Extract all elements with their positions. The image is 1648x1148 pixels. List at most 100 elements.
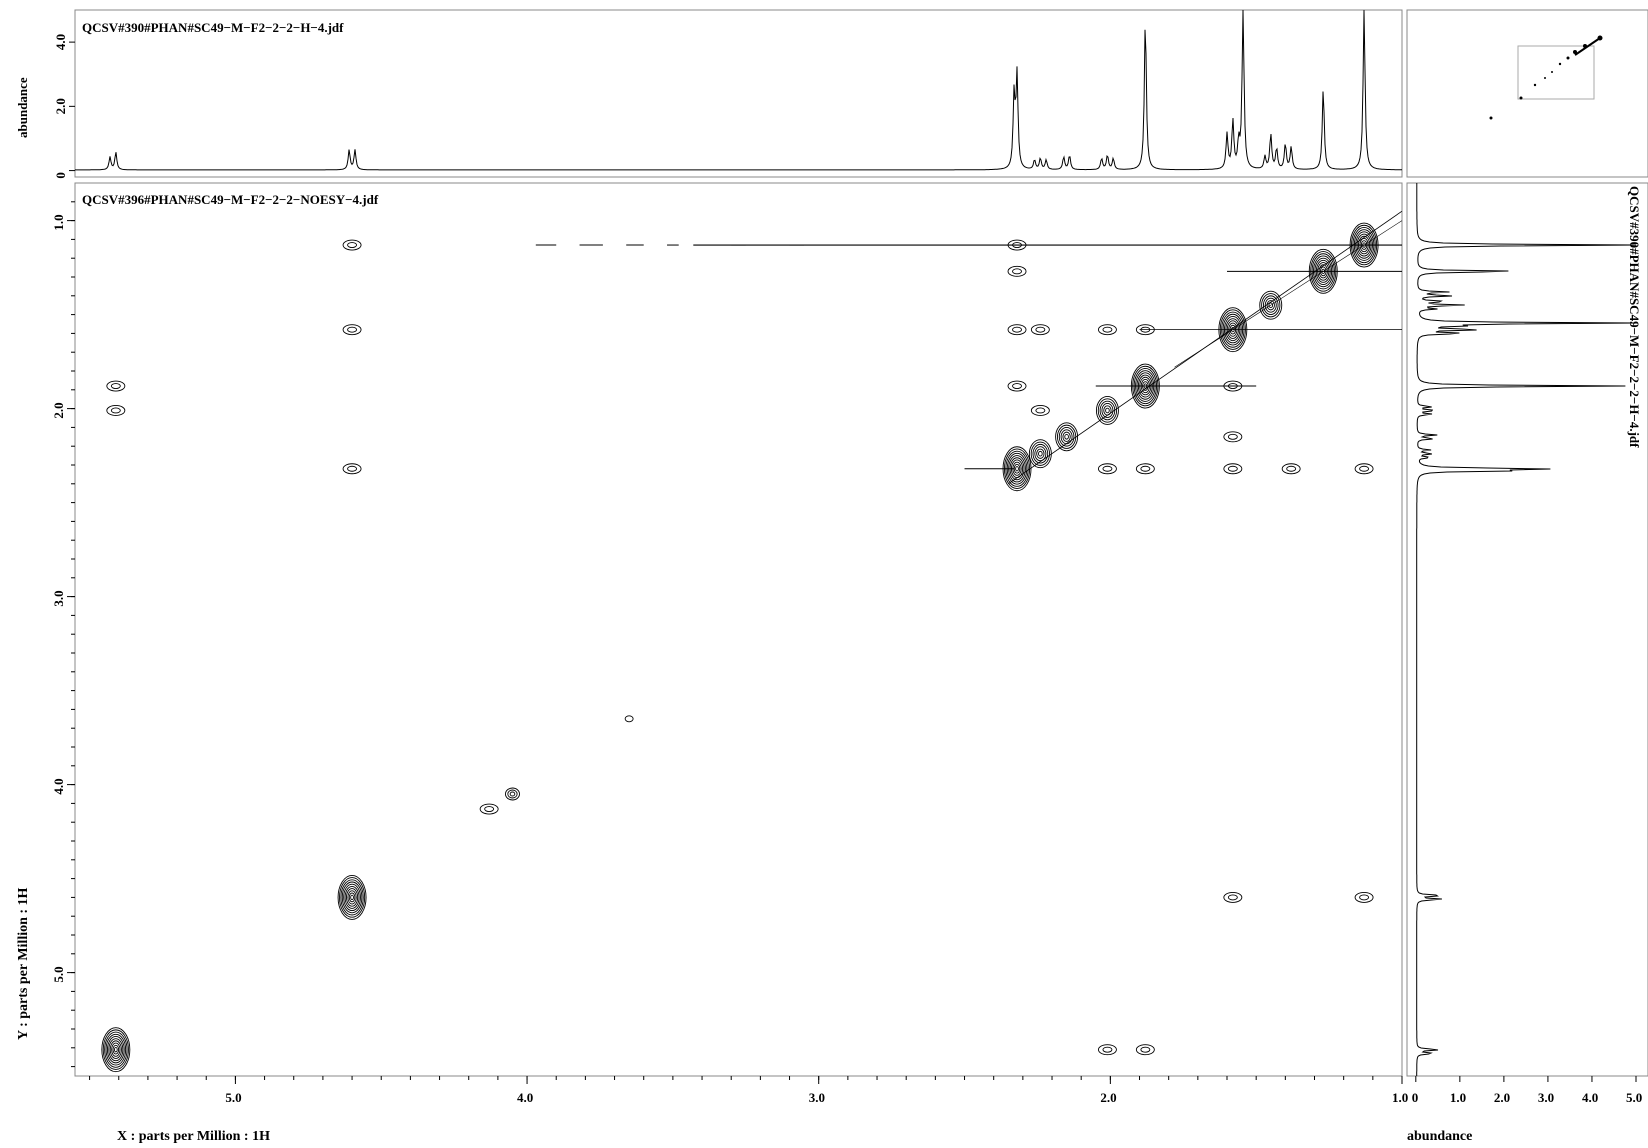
diagonal-peak	[1034, 446, 1047, 462]
x-axis-ticks: 5.0 4.0 3.0 2.0 1.0	[89, 1076, 1408, 1105]
cross-peak	[1012, 383, 1022, 389]
cross-peak	[1354, 463, 1374, 475]
diagonal-peak	[1101, 403, 1114, 418]
y-axis-ticks: 1.0 2.0 3.0 4.0 5.0	[51, 201, 75, 1068]
cross-peak	[1354, 891, 1374, 903]
cross-peak	[106, 380, 126, 392]
right-xtick-label: 1.0	[1450, 1090, 1466, 1105]
diagonal-peak	[1056, 424, 1077, 449]
overview-peak	[1533, 83, 1537, 87]
right-xtick-label: 4.0	[1582, 1090, 1598, 1105]
overview-peak	[1519, 96, 1523, 100]
diagonal-peak	[344, 885, 360, 909]
diagonal-peak	[624, 715, 634, 723]
ytick-label: 5.0	[51, 966, 66, 982]
cross-peak	[1140, 465, 1151, 472]
cross-peak	[347, 242, 358, 248]
cross-peak	[1012, 326, 1022, 333]
cross-peak	[1102, 1046, 1113, 1053]
cross-peak	[484, 806, 495, 812]
diagonal-peak	[341, 881, 363, 914]
cross-peak	[110, 407, 121, 414]
top-ytick-label: 4.0	[53, 34, 68, 50]
cross-peak	[347, 465, 358, 472]
cross-peak	[1227, 894, 1238, 901]
overview-peak	[1551, 71, 1553, 73]
cross-peak	[1359, 894, 1370, 901]
ytick-label: 3.0	[51, 590, 66, 606]
top-projection-spectrum	[75, 9, 1402, 171]
diagonal-peak	[507, 789, 518, 799]
diagonal-peak	[1055, 422, 1079, 452]
cross-peak	[1227, 433, 1238, 440]
right-projection-xlabel: abundance	[1407, 1129, 1472, 1144]
right-projection-spectrum	[1416, 183, 1637, 1076]
ytick-label: 2.0	[51, 402, 66, 418]
diagonal-peak	[1058, 427, 1075, 447]
overview-diagonal	[1574, 37, 1601, 56]
y-axis-label: Y : parts per Million : 1H	[16, 887, 31, 1040]
cross-peak	[106, 405, 126, 416]
diagonal-band	[1174, 220, 1403, 368]
diagonal-peak	[1095, 396, 1119, 425]
cross-peak	[1286, 465, 1297, 472]
main-plot-filename: QCSV#396#PHAN#SC49−M−F2−2−2−NOESY−4.jdf	[82, 192, 379, 207]
top-projection-ylabel: abundance	[15, 77, 30, 138]
diagonal-peak	[1097, 398, 1118, 423]
cross-peak	[1007, 324, 1027, 336]
diagonal-peak	[106, 1036, 125, 1064]
overview-peak	[1544, 77, 1546, 79]
xtick-label: 5.0	[225, 1090, 241, 1105]
xtick-label: 3.0	[809, 1090, 825, 1105]
top-projection-frame	[74, 9, 1403, 178]
overview-zoom-box	[1517, 45, 1595, 100]
cross-peak	[1102, 326, 1113, 333]
t1-noise-lines	[535, 210, 1403, 485]
cross-peak	[1097, 463, 1117, 475]
cross-peak	[1030, 405, 1050, 416]
diagonal-peak	[339, 877, 366, 918]
overview-map	[1489, 35, 1603, 120]
overview-peak	[1558, 62, 1562, 66]
right-projection-xticks: 0 1.0 2.0 3.0 4.0 5.0	[1412, 1076, 1642, 1105]
cross-peak	[110, 383, 121, 389]
diagonal-peak	[1062, 431, 1071, 442]
cross-peak	[1135, 1044, 1155, 1056]
cross-peak	[1223, 463, 1243, 475]
top-projection-yticks: 0 2.0 4.0	[53, 34, 75, 179]
diagonal-peak	[337, 874, 367, 920]
cross-peak	[342, 463, 362, 475]
cross-peak	[342, 324, 362, 336]
right-xtick-label: 5.0	[1626, 1090, 1642, 1105]
diagonal-peak	[347, 890, 357, 905]
right-xtick-label: 0	[1412, 1090, 1419, 1105]
cross-peak	[1007, 380, 1027, 392]
diagonal-peak	[350, 894, 354, 901]
diagonal-peak	[1036, 448, 1045, 459]
cross-peak	[1007, 265, 1027, 277]
diagonal-peak	[113, 1047, 118, 1053]
diagonal-peak	[1038, 450, 1043, 457]
top-ytick-label: 2.0	[53, 98, 68, 114]
diagonal-peak	[348, 892, 356, 903]
cross-peak	[1097, 1044, 1117, 1056]
diagonal-peak	[1266, 300, 1275, 311]
top-ytick-label: 0	[53, 172, 68, 179]
cross-peak	[1097, 324, 1117, 336]
xtick-label: 4.0	[517, 1090, 533, 1105]
right-xtick-label: 3.0	[1538, 1090, 1554, 1105]
cross-peak	[1035, 407, 1046, 414]
diagonal-peak	[1262, 295, 1279, 315]
top-projection-filename: QCSV#390#PHAN#SC49−M−F2−2−2−H−4.jdf	[82, 20, 344, 35]
diagonal-peak	[1264, 297, 1277, 313]
cross-peak	[1140, 1046, 1151, 1053]
diagonal-peak	[343, 883, 361, 912]
diagonal-peak	[112, 1044, 120, 1055]
cross-peak	[1359, 465, 1370, 472]
diagonal-peak	[105, 1033, 127, 1066]
diagonal-peak	[109, 1040, 122, 1059]
diagonal-peak	[104, 1031, 128, 1068]
overview-frame	[1406, 9, 1648, 178]
contour-peaks	[101, 222, 1379, 1073]
ytick-label: 4.0	[51, 778, 66, 794]
